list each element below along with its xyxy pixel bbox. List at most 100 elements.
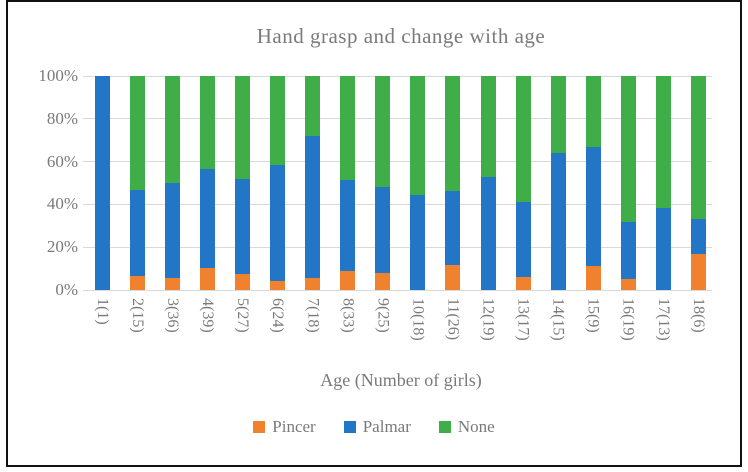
y-tick-label: 80% (46, 108, 78, 128)
bar-16(19) (620, 76, 636, 290)
bar-segment-none (165, 76, 181, 184)
x-axis-title: Age (Number of girls) (320, 370, 482, 390)
bar-segment-none (550, 76, 566, 154)
bar-segment-pincer (515, 277, 531, 290)
legend-item-none: None (438, 417, 495, 436)
bars-container (90, 76, 712, 290)
bar-14(15) (550, 76, 566, 290)
bar-segment-pincer (340, 270, 356, 290)
bar-segment-none (445, 76, 461, 192)
bar-12(19) (480, 76, 496, 290)
y-tick-label: 100% (38, 66, 78, 85)
x-tick-label: 12(19) (479, 298, 497, 341)
palmar-swatch-icon (343, 420, 356, 433)
bar-segment-pincer (270, 281, 286, 290)
gridline (83, 203, 712, 205)
x-tick-label: 14(15) (549, 298, 567, 341)
x-tick-label: 1(1) (94, 298, 111, 325)
gridline (83, 246, 712, 248)
bar-9(25) (375, 76, 391, 290)
x-tick-label: 3(36) (164, 298, 182, 333)
bar-segment-none (270, 76, 286, 166)
bar-5(27) (235, 76, 251, 290)
bar-segment-palmar (515, 201, 531, 278)
bar-segment-pincer (585, 266, 601, 290)
bar-segment-pincer (130, 275, 146, 290)
pincer-swatch-icon (253, 420, 266, 433)
gridline (83, 118, 712, 120)
bar-segment-palmar (340, 179, 356, 271)
bar-segment-none (410, 76, 426, 195)
x-tick-label: 5(27) (234, 298, 252, 333)
bar-segment-none (375, 76, 391, 188)
bar-segment-palmar (375, 187, 391, 273)
bar-segment-palmar (620, 222, 636, 279)
bar-segment-none (305, 76, 321, 136)
bar-10(18) (410, 76, 426, 290)
y-axis-labels: 100% 80% 60% 40% 20% 0% (0, 66, 78, 299)
bar-17(13) (655, 76, 671, 290)
bar-segment-none (620, 76, 636, 223)
bar-segment-pincer (690, 254, 706, 290)
bar-segment-pincer (165, 278, 181, 290)
bar-segment-palmar (235, 178, 251, 275)
bar-segment-palmar (690, 218, 706, 255)
bar-segment-none (340, 76, 356, 180)
x-tick-label: 10(18) (409, 298, 427, 341)
bar-segment-palmar (445, 191, 461, 266)
legend-label-pincer: Pincer (272, 417, 316, 436)
bar-7(18) (305, 76, 321, 290)
bar-segment-pincer (445, 265, 461, 290)
bar-segment-pincer (375, 272, 391, 290)
x-tick-label: 2(15) (129, 298, 147, 333)
bar-segment-none (515, 76, 531, 202)
x-tick-label: 8(33) (339, 298, 357, 333)
bar-11(26) (445, 76, 461, 290)
bar-segment-palmar (550, 153, 566, 290)
bar-segment-palmar (655, 207, 671, 290)
gridline (83, 289, 712, 291)
bar-18(6) (690, 76, 706, 290)
x-tick-label: 9(25) (374, 298, 392, 333)
x-tick-label: 16(19) (619, 298, 637, 341)
bar-segment-none (655, 76, 671, 208)
bar-segment-palmar (165, 183, 181, 279)
bar-6(24) (270, 76, 286, 290)
bar-4(39) (200, 76, 216, 290)
bar-segment-pincer (200, 267, 216, 290)
bar-segment-none (200, 76, 216, 170)
y-tick-label: 60% (46, 151, 78, 171)
bar-segment-pincer (305, 278, 321, 290)
x-axis-labels: 1(1) 2(15) 3(36) 4(39) 5(27) 6(24) 7(18) 8(33) 9… (90, 298, 712, 341)
x-tick-label: 7(18) (304, 298, 322, 333)
x-tick-label: 13(17) (514, 298, 532, 341)
gridline (83, 75, 712, 77)
legend-label-none: None (457, 417, 495, 436)
bar-segment-none (480, 76, 496, 178)
bar-segment-none (130, 76, 146, 191)
bar-segment-palmar (585, 147, 601, 267)
legend-item-pincer: Pincer (253, 417, 316, 436)
bar-15(9) (585, 76, 601, 290)
bar-13(17) (515, 76, 531, 290)
bar-segment-palmar (95, 76, 110, 290)
x-tick-label: 17(13) (654, 298, 672, 341)
bar-segment-palmar (270, 165, 286, 282)
bar-segment-none (585, 76, 601, 148)
y-tick-label: 40% (46, 194, 78, 214)
x-tick-label: 18(6) (689, 298, 707, 333)
y-tick-label: 20% (46, 237, 78, 257)
legend-item-palmar: Palmar (343, 417, 411, 436)
bar-segment-pincer (235, 274, 251, 290)
bar-segment-none (235, 76, 251, 179)
bar-segment-palmar (480, 177, 496, 290)
bar-1(1) (95, 76, 110, 290)
bar-8(33) (340, 76, 356, 290)
legend-label-palmar: Palmar (362, 417, 411, 436)
bar-segment-palmar (305, 135, 321, 279)
legend: Pincer Palmar None (0, 418, 748, 435)
bar-segment-pincer (620, 278, 636, 290)
bar-2(15) (130, 76, 146, 290)
bar-segment-palmar (410, 194, 426, 290)
